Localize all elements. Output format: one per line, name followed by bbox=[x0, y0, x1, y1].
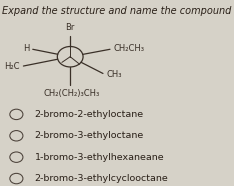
Text: CH₃: CH₃ bbox=[106, 70, 122, 79]
Text: 2-bromo-2-ethyloctane: 2-bromo-2-ethyloctane bbox=[35, 110, 144, 119]
Text: CH₂(CH₂)₃CH₃: CH₂(CH₂)₃CH₃ bbox=[43, 89, 99, 98]
Text: H: H bbox=[23, 44, 29, 53]
Text: Expand the structure and name the compound: Expand the structure and name the compou… bbox=[2, 6, 232, 16]
Text: 2-bromo-3-ethylcyclooctane: 2-bromo-3-ethylcyclooctane bbox=[35, 174, 168, 183]
Text: 1-bromo-3-ethylhexaneane: 1-bromo-3-ethylhexaneane bbox=[35, 153, 164, 162]
Text: H₂C: H₂C bbox=[4, 62, 20, 70]
Text: Br: Br bbox=[66, 23, 75, 32]
Text: 2-bromo-3-ethyloctane: 2-bromo-3-ethyloctane bbox=[35, 131, 144, 140]
Text: CH₂CH₃: CH₂CH₃ bbox=[113, 44, 144, 53]
